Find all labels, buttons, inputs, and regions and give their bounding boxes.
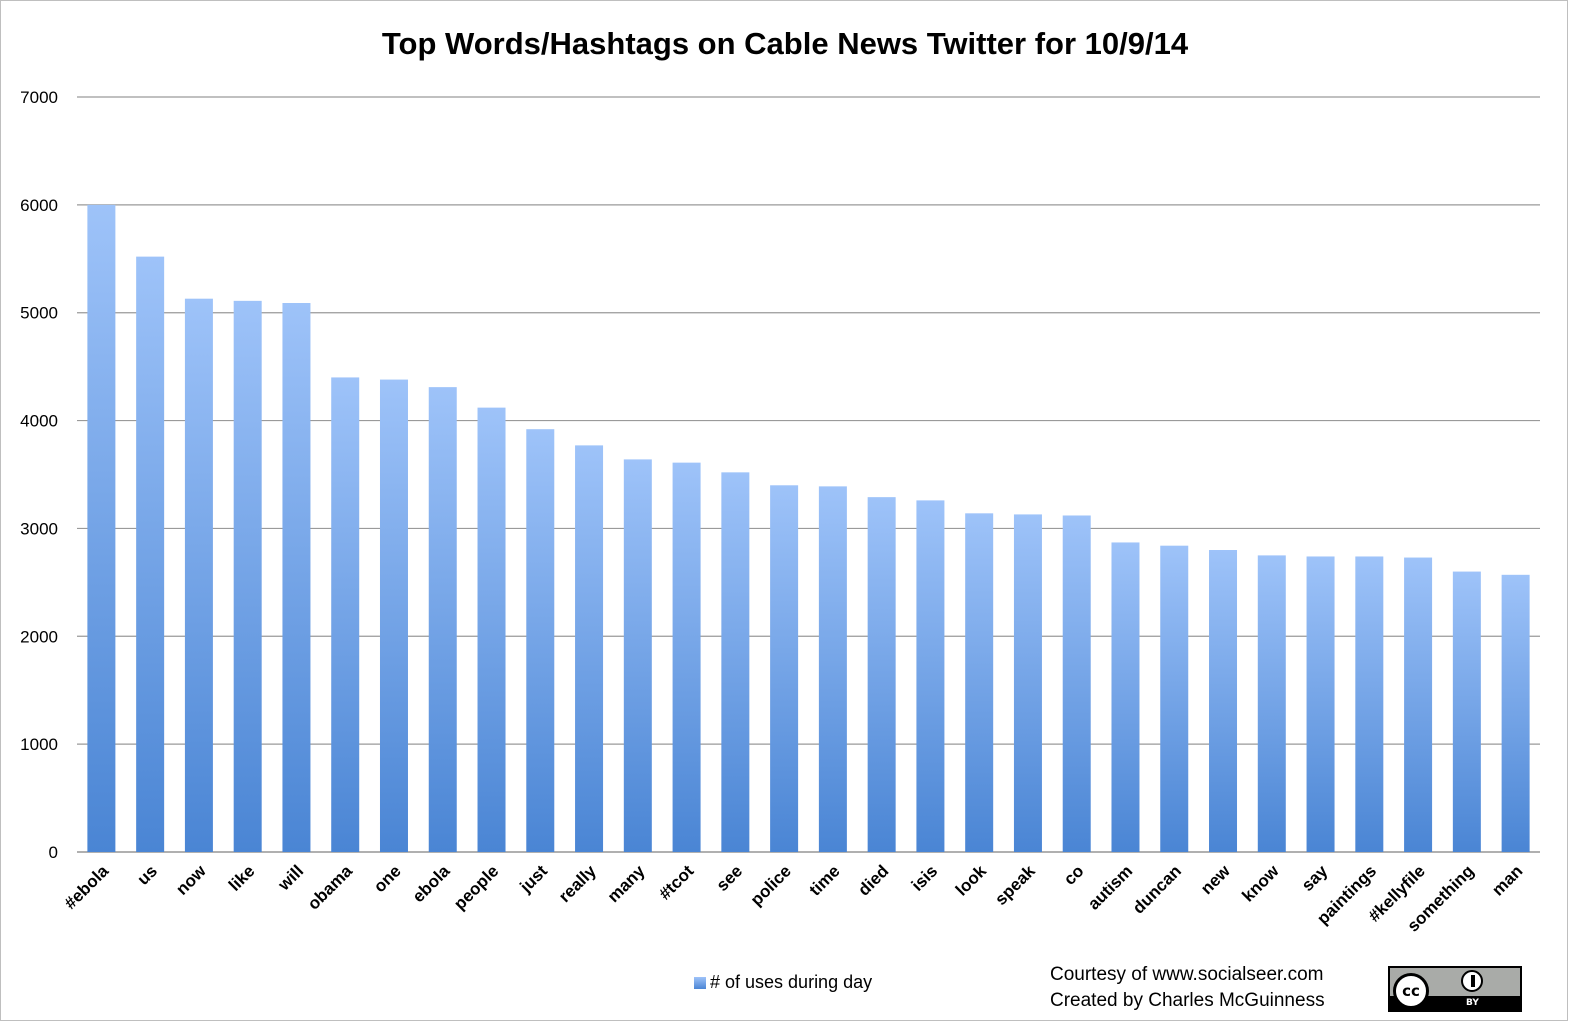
- y-tick-label: 1000: [20, 735, 58, 754]
- bar-tcot: [672, 462, 701, 852]
- y-tick-label: 4000: [20, 412, 58, 431]
- x-tick-label: one: [370, 861, 405, 896]
- bar-will: [282, 303, 311, 852]
- bar-really: [575, 445, 604, 852]
- chart-title: Top Words/Hashtags on Cable News Twitter…: [381, 26, 1189, 61]
- x-tick-label: look: [952, 861, 991, 900]
- bar-co: [1062, 515, 1091, 852]
- bar-duncan: [1160, 545, 1189, 852]
- bar-man: [1501, 574, 1530, 852]
- bar-autism: [1111, 542, 1140, 852]
- y-tick-label: 0: [49, 843, 58, 862]
- bar-people: [477, 407, 506, 852]
- x-tick-label: new: [1197, 861, 1234, 898]
- bar-something: [1452, 571, 1481, 852]
- attribution-person-icon: [1461, 970, 1483, 992]
- bar-many: [623, 459, 652, 852]
- x-tick-label: know: [1238, 861, 1283, 906]
- bar-now: [184, 298, 213, 852]
- x-tick-label: died: [854, 861, 892, 899]
- x-tick-label: autism: [1084, 861, 1136, 913]
- bar-obama: [331, 377, 360, 852]
- x-tick-label: will: [274, 861, 308, 895]
- y-tick-label: 2000: [20, 627, 58, 646]
- y-axis-ticks: 0 1000 2000 3000 4000 5000 6000 7000: [20, 88, 58, 862]
- x-tick-label: us: [134, 861, 161, 888]
- x-tick-label: isis: [908, 861, 941, 894]
- x-tick-label: co: [1060, 861, 1087, 888]
- bar-ebola: [87, 204, 116, 852]
- bar-speak: [1013, 514, 1042, 852]
- bar-know: [1257, 555, 1286, 852]
- bar-time: [818, 486, 847, 852]
- x-tick-label: time: [806, 861, 844, 899]
- y-tick-label: 3000: [20, 519, 58, 538]
- x-tick-label: like: [225, 861, 258, 894]
- credits-line-1: Courtesy of www.socialseer.com: [1050, 964, 1324, 985]
- x-tick-label: many: [604, 861, 649, 906]
- x-tick-label: see: [713, 861, 746, 894]
- bar-see: [721, 472, 750, 852]
- bar-police: [770, 485, 799, 852]
- x-tick-label: just: [516, 861, 552, 897]
- by-label: BY: [1466, 998, 1479, 1008]
- credits: Courtesy of www.socialseer.com Created b…: [1050, 962, 1325, 1014]
- bar-new: [1209, 550, 1238, 852]
- cc-by-license-badge: cc BY: [1388, 966, 1522, 1012]
- x-tick-label: #ebola: [61, 861, 113, 913]
- x-tick-label: speak: [991, 861, 1039, 909]
- cc-icon: cc: [1393, 973, 1429, 1009]
- gridlines: [77, 96, 1540, 853]
- legend: # of uses during day: [694, 972, 872, 993]
- bar-died: [867, 497, 896, 852]
- x-tick-label: now: [172, 861, 210, 899]
- x-tick-label: police: [747, 861, 795, 909]
- x-tick-label: obama: [304, 861, 357, 914]
- bar-kellyfile: [1404, 557, 1433, 852]
- x-tick-label: say: [1298, 861, 1332, 895]
- bar-ebola: [428, 387, 457, 852]
- legend-swatch: [694, 976, 706, 989]
- bar-isis: [916, 500, 945, 852]
- bar-like: [233, 300, 262, 853]
- bar-us: [136, 256, 165, 853]
- bars: [87, 204, 1530, 853]
- y-tick-label: 7000: [20, 88, 58, 107]
- x-tick-label: ebola: [409, 861, 454, 906]
- x-tick-label: duncan: [1129, 861, 1185, 917]
- x-tick-label: man: [1488, 861, 1526, 899]
- legend-label: # of uses during day: [710, 972, 873, 992]
- bar-just: [526, 429, 555, 852]
- y-tick-label: 5000: [20, 304, 58, 323]
- bar-say: [1306, 556, 1335, 852]
- bar-one: [379, 379, 408, 852]
- bar-paintings: [1355, 556, 1384, 852]
- bar-look: [965, 513, 994, 852]
- x-tick-label: #tcot: [655, 861, 697, 903]
- credits-line-2: Created by Charles McGuinness: [1050, 990, 1325, 1011]
- y-tick-label: 6000: [20, 196, 58, 215]
- x-tick-label: really: [555, 861, 600, 906]
- x-tick-label: people: [450, 861, 502, 913]
